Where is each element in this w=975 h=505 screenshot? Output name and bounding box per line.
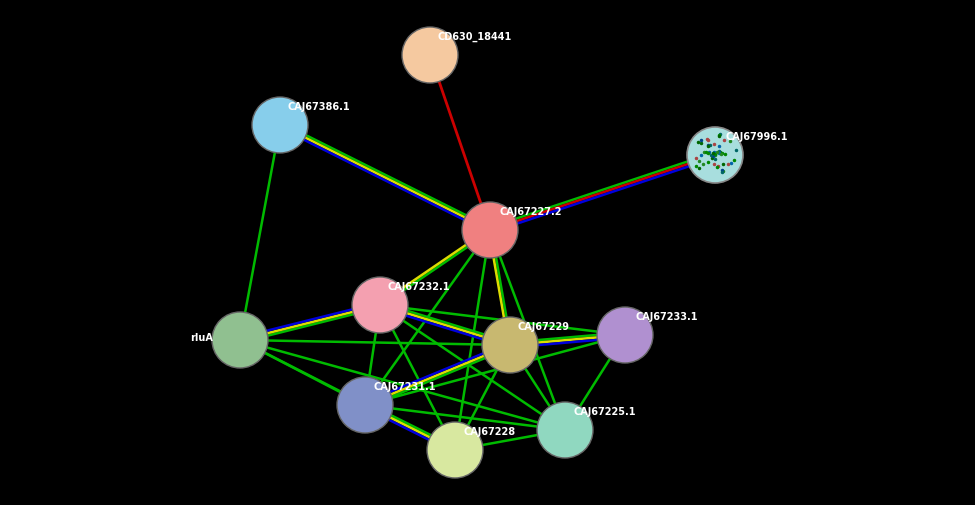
Text: CAJ67233.1: CAJ67233.1 (635, 312, 697, 322)
Text: CAJ67225.1: CAJ67225.1 (573, 407, 636, 417)
Circle shape (597, 307, 653, 363)
Text: CAJ67386.1: CAJ67386.1 (288, 102, 351, 112)
Circle shape (402, 27, 458, 83)
Circle shape (212, 312, 268, 368)
Circle shape (687, 127, 743, 183)
Circle shape (537, 402, 593, 458)
Text: CD630_18441: CD630_18441 (438, 32, 512, 42)
Circle shape (482, 317, 538, 373)
Circle shape (462, 202, 518, 258)
Text: CAJ67231.1: CAJ67231.1 (373, 382, 436, 392)
Text: rluA: rluA (190, 333, 213, 343)
Text: CAJ67227.2: CAJ67227.2 (500, 207, 563, 217)
Text: CAJ67996.1: CAJ67996.1 (725, 132, 788, 142)
Text: CAJ67229: CAJ67229 (518, 322, 570, 332)
Text: CAJ67228: CAJ67228 (463, 427, 515, 437)
Circle shape (352, 277, 408, 333)
Circle shape (337, 377, 393, 433)
Circle shape (252, 97, 308, 153)
Circle shape (427, 422, 483, 478)
Text: CAJ67232.1: CAJ67232.1 (388, 282, 450, 292)
